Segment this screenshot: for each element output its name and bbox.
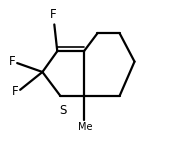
Text: S: S xyxy=(60,104,67,117)
Text: F: F xyxy=(12,85,19,98)
Text: F: F xyxy=(50,8,56,21)
Text: F: F xyxy=(9,55,16,68)
Text: Me: Me xyxy=(78,123,93,133)
